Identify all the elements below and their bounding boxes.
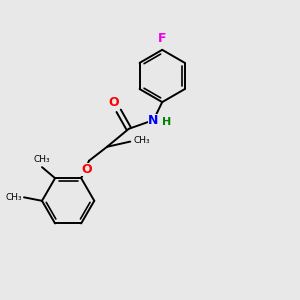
Text: CH₃: CH₃ [134,136,150,145]
Text: H: H [162,117,171,128]
Text: CH₃: CH₃ [5,193,22,202]
Text: F: F [158,32,166,45]
Text: O: O [108,96,119,110]
Text: CH₃: CH₃ [34,155,50,164]
Text: N: N [148,114,159,127]
Text: O: O [81,163,92,176]
